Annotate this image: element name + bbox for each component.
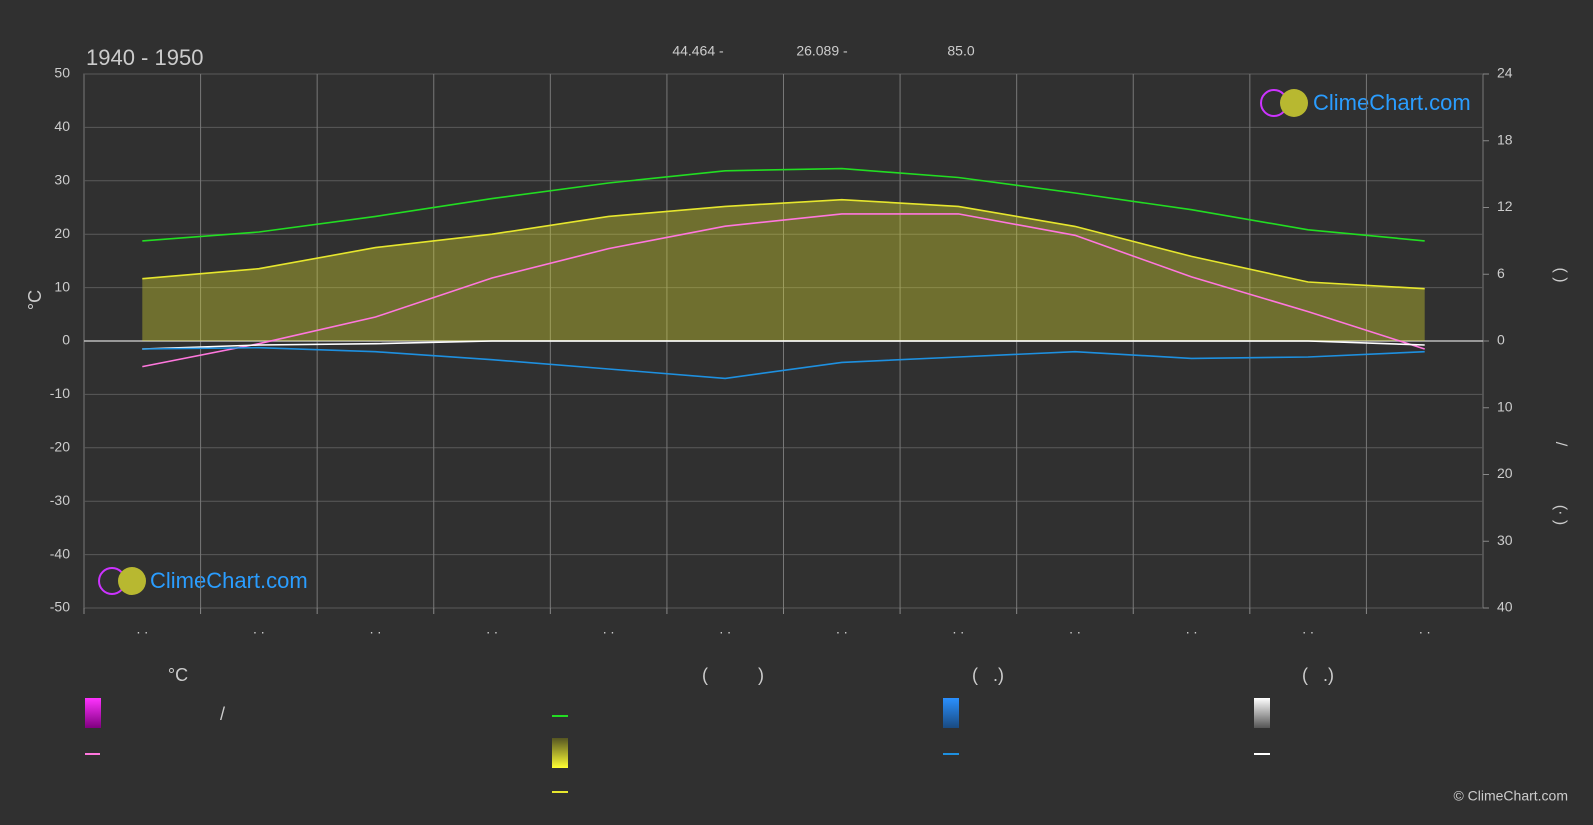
y-tick-label: 40: [54, 118, 70, 134]
y-axis-label: °C: [25, 290, 45, 310]
y3-tick-label: 10: [1497, 398, 1513, 414]
y-tick-label: -20: [50, 439, 70, 455]
legend-swatch: [552, 738, 568, 768]
y2-tick-label: 24: [1497, 65, 1513, 81]
y-tick-label: 20: [54, 225, 70, 241]
legend-header: ( ): [702, 665, 764, 685]
x-tick-label: . .: [1302, 621, 1314, 637]
y2-tick-label: 0: [1497, 332, 1505, 348]
legend-header: ( .): [1302, 665, 1334, 685]
series-line: [142, 167, 1425, 242]
x-tick-label: . .: [253, 621, 265, 637]
series-area: [142, 199, 1425, 341]
x-tick-label: . .: [603, 621, 615, 637]
header-value: 44.464 -: [672, 43, 724, 59]
logo: ClimeChart.com: [1260, 89, 1471, 117]
x-tick-label: . .: [370, 621, 382, 637]
x-tick-label: . .: [719, 621, 731, 637]
x-tick-label: . .: [136, 621, 148, 637]
x-tick-label: . .: [1419, 621, 1431, 637]
y3-axis-label: /: [1552, 442, 1569, 447]
x-tick-label: . .: [953, 621, 965, 637]
legend-swatch: [1254, 698, 1270, 728]
logo: ClimeChart.com: [98, 567, 308, 595]
y3-tick-label: 30: [1497, 532, 1513, 548]
y2-tick-label: 18: [1497, 131, 1513, 147]
y2-tick-label: 6: [1497, 265, 1505, 281]
legend-swatch: [85, 698, 101, 728]
logo-text: ClimeChart.com: [1313, 90, 1471, 115]
x-tick-label: . .: [1186, 621, 1198, 637]
x-tick-label: . .: [1069, 621, 1081, 637]
series-line: [142, 340, 1425, 350]
legend-header: ( .): [972, 665, 1004, 685]
chart-title: 1940 - 1950: [86, 45, 203, 70]
series-line: [142, 198, 1425, 290]
legend-header: °C: [168, 665, 188, 685]
y2-axis-label: ( ): [1552, 267, 1569, 282]
y-tick-label: 30: [54, 172, 70, 188]
logo-text: ClimeChart.com: [150, 568, 308, 593]
y2-tick-label: 12: [1497, 198, 1513, 214]
y-tick-label: -30: [50, 492, 70, 508]
y-tick-label: -40: [50, 545, 70, 561]
y-tick-label: 50: [54, 65, 70, 81]
y-tick-label: 10: [54, 278, 70, 294]
header-value: 26.089 -: [796, 43, 848, 59]
x-tick-label: . .: [836, 621, 848, 637]
series-line: [142, 213, 1425, 368]
y-tick-label: -10: [50, 385, 70, 401]
y3-axis-label: (· ): [1552, 505, 1569, 525]
y3-tick-label: 20: [1497, 465, 1513, 481]
header-value: 85.0: [947, 43, 974, 59]
legend-swatch: [943, 698, 959, 728]
series-line: [142, 346, 1425, 380]
y-tick-label: -50: [50, 599, 70, 615]
y-tick-label: 0: [62, 332, 70, 348]
legend-text: /: [220, 704, 225, 724]
copyright: © ClimeChart.com: [1453, 788, 1568, 804]
y3-tick-label: 40: [1497, 599, 1513, 615]
x-tick-label: . .: [486, 621, 498, 637]
